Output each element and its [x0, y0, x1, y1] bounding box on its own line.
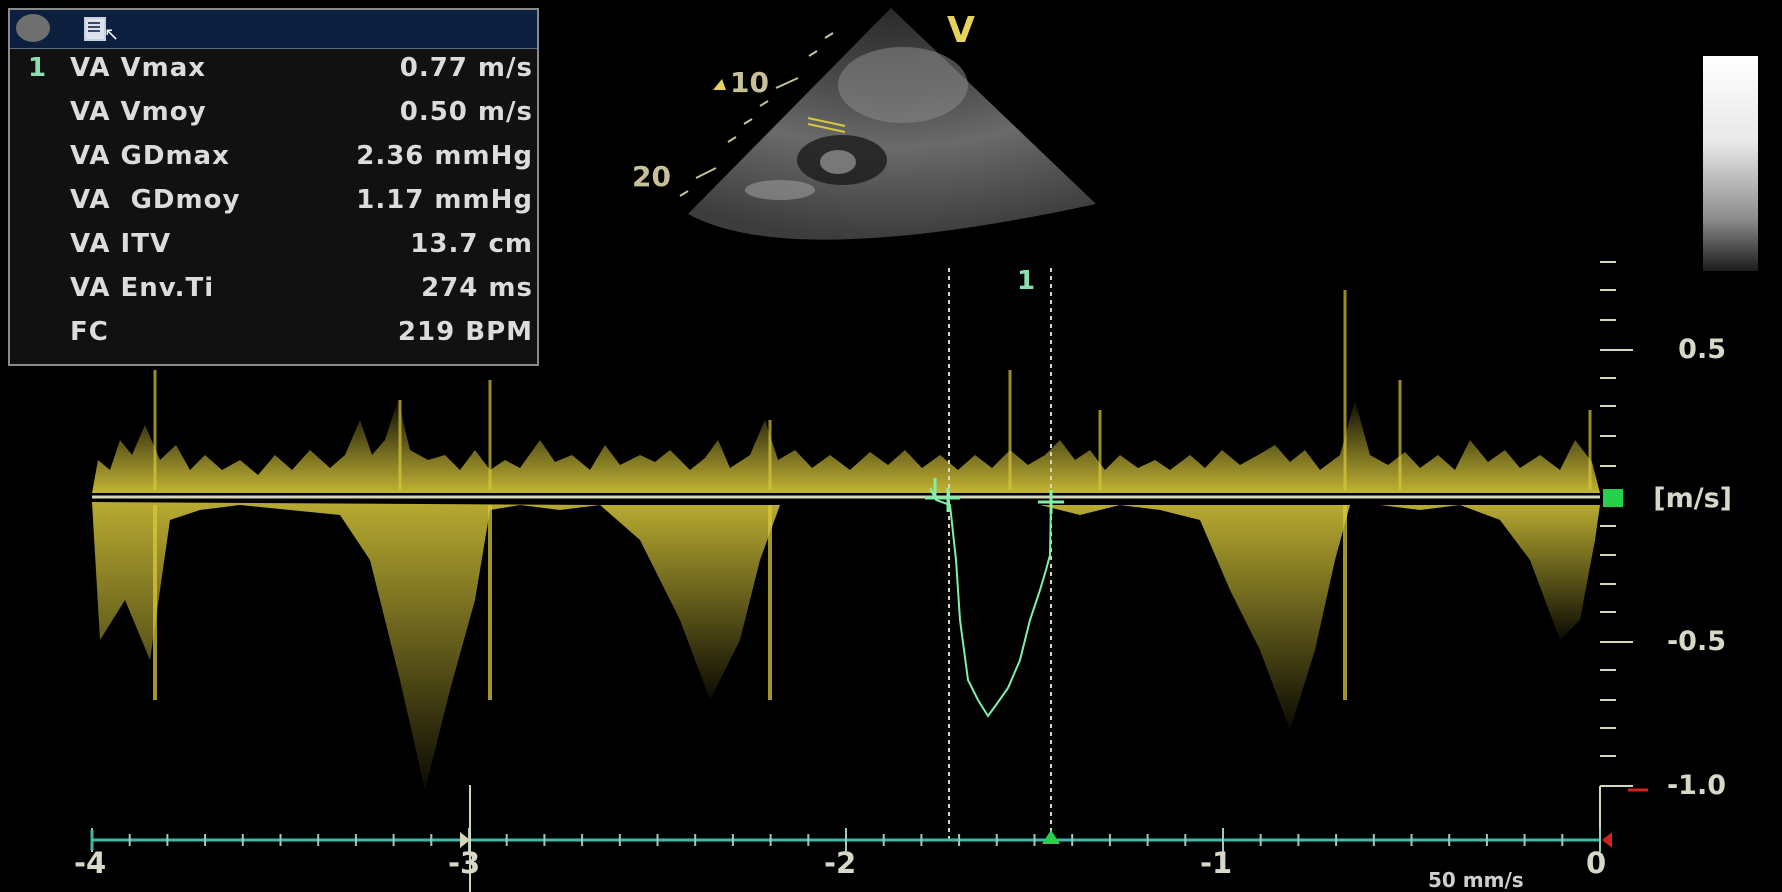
measurement-label: VA GDmoy	[70, 185, 241, 215]
baseline-handle[interactable]	[1603, 489, 1623, 507]
measurement-row[interactable]: FC 219 BPM	[10, 312, 537, 352]
grayscale-bar	[1703, 56, 1758, 271]
measurement-label: VA Vmoy	[70, 97, 207, 127]
measurement-label: FC	[70, 317, 109, 347]
measurement-row[interactable]: VA GDmax 2.36 mmHg	[10, 136, 537, 176]
time-axis	[90, 785, 1612, 892]
velocity-unit-label: [m/s]	[1653, 483, 1732, 514]
doppler-spectrum-positive	[92, 290, 1600, 493]
time-label-neg-4: -4	[74, 846, 107, 880]
velocity-label-neg-0-5: -0.5	[1666, 626, 1726, 657]
cursor-number-label: 1	[1017, 266, 1036, 296]
measurement-label: VA Env.Ti	[70, 273, 215, 303]
panel-header: ↖	[10, 10, 537, 49]
trace-start-marker[interactable]	[925, 478, 960, 512]
measurement-value: 0.50 m/s	[399, 97, 533, 127]
measurement-value: 274 ms	[421, 273, 533, 303]
time-label-neg-1: -1	[1200, 846, 1233, 880]
measurement-row[interactable]: VA ITV 13.7 cm	[10, 224, 537, 264]
measurement-value: 1.17 mmHg	[356, 185, 533, 215]
velocity-label-neg-1-0: -1.0	[1666, 770, 1726, 801]
measurement-panel: ↖ 1 VA Vmax 0.77 m/s VA Vmoy 0.50 m/s VA…	[8, 8, 539, 366]
measurement-row[interactable]: 1 VA Vmax 0.77 m/s	[10, 48, 537, 88]
report-document-icon	[84, 17, 106, 41]
measurement-value: 2.36 mmHg	[356, 141, 533, 171]
measurement-label: VA GDmax	[70, 141, 230, 171]
measurement-value: 13.7 cm	[410, 229, 533, 259]
vti-trace[interactable]	[929, 487, 1052, 718]
probe-orientation-mark: V	[947, 10, 975, 51]
measurement-row[interactable]: VA Vmoy 0.50 m/s	[10, 92, 537, 132]
measurement-label: VA Vmax	[70, 53, 207, 83]
velocity-label-0-5: 0.5	[1678, 334, 1726, 365]
trace-end-marker[interactable]	[1038, 490, 1064, 514]
measurement-row[interactable]: VA GDmoy 1.17 mmHg	[10, 180, 537, 220]
measurement-value: 219 BPM	[397, 317, 533, 347]
sweep-speed-label: 50 mm/s	[1428, 868, 1524, 892]
mouse-pointer-icon: ↖	[104, 24, 120, 45]
measurement-row[interactable]: VA Env.Ti 274 ms	[10, 268, 537, 308]
measurement-label: VA ITV	[70, 229, 172, 259]
time-label-neg-2: -2	[824, 846, 857, 880]
record-button[interactable]	[16, 14, 50, 42]
doppler-spectrum-negative	[92, 502, 1600, 790]
time-label-0: 0	[1586, 846, 1607, 880]
velocity-scale-ticks	[1599, 261, 1633, 840]
depth-label-10: 10	[730, 66, 769, 99]
measurement-value: 0.77 m/s	[399, 53, 533, 83]
measurement-index: 1	[28, 53, 48, 83]
depth-label-20: 20	[632, 160, 671, 193]
report-button[interactable]: ↖	[80, 14, 120, 45]
echo-sector-image	[679, 8, 1096, 240]
time-label-neg-3: -3	[448, 846, 481, 880]
